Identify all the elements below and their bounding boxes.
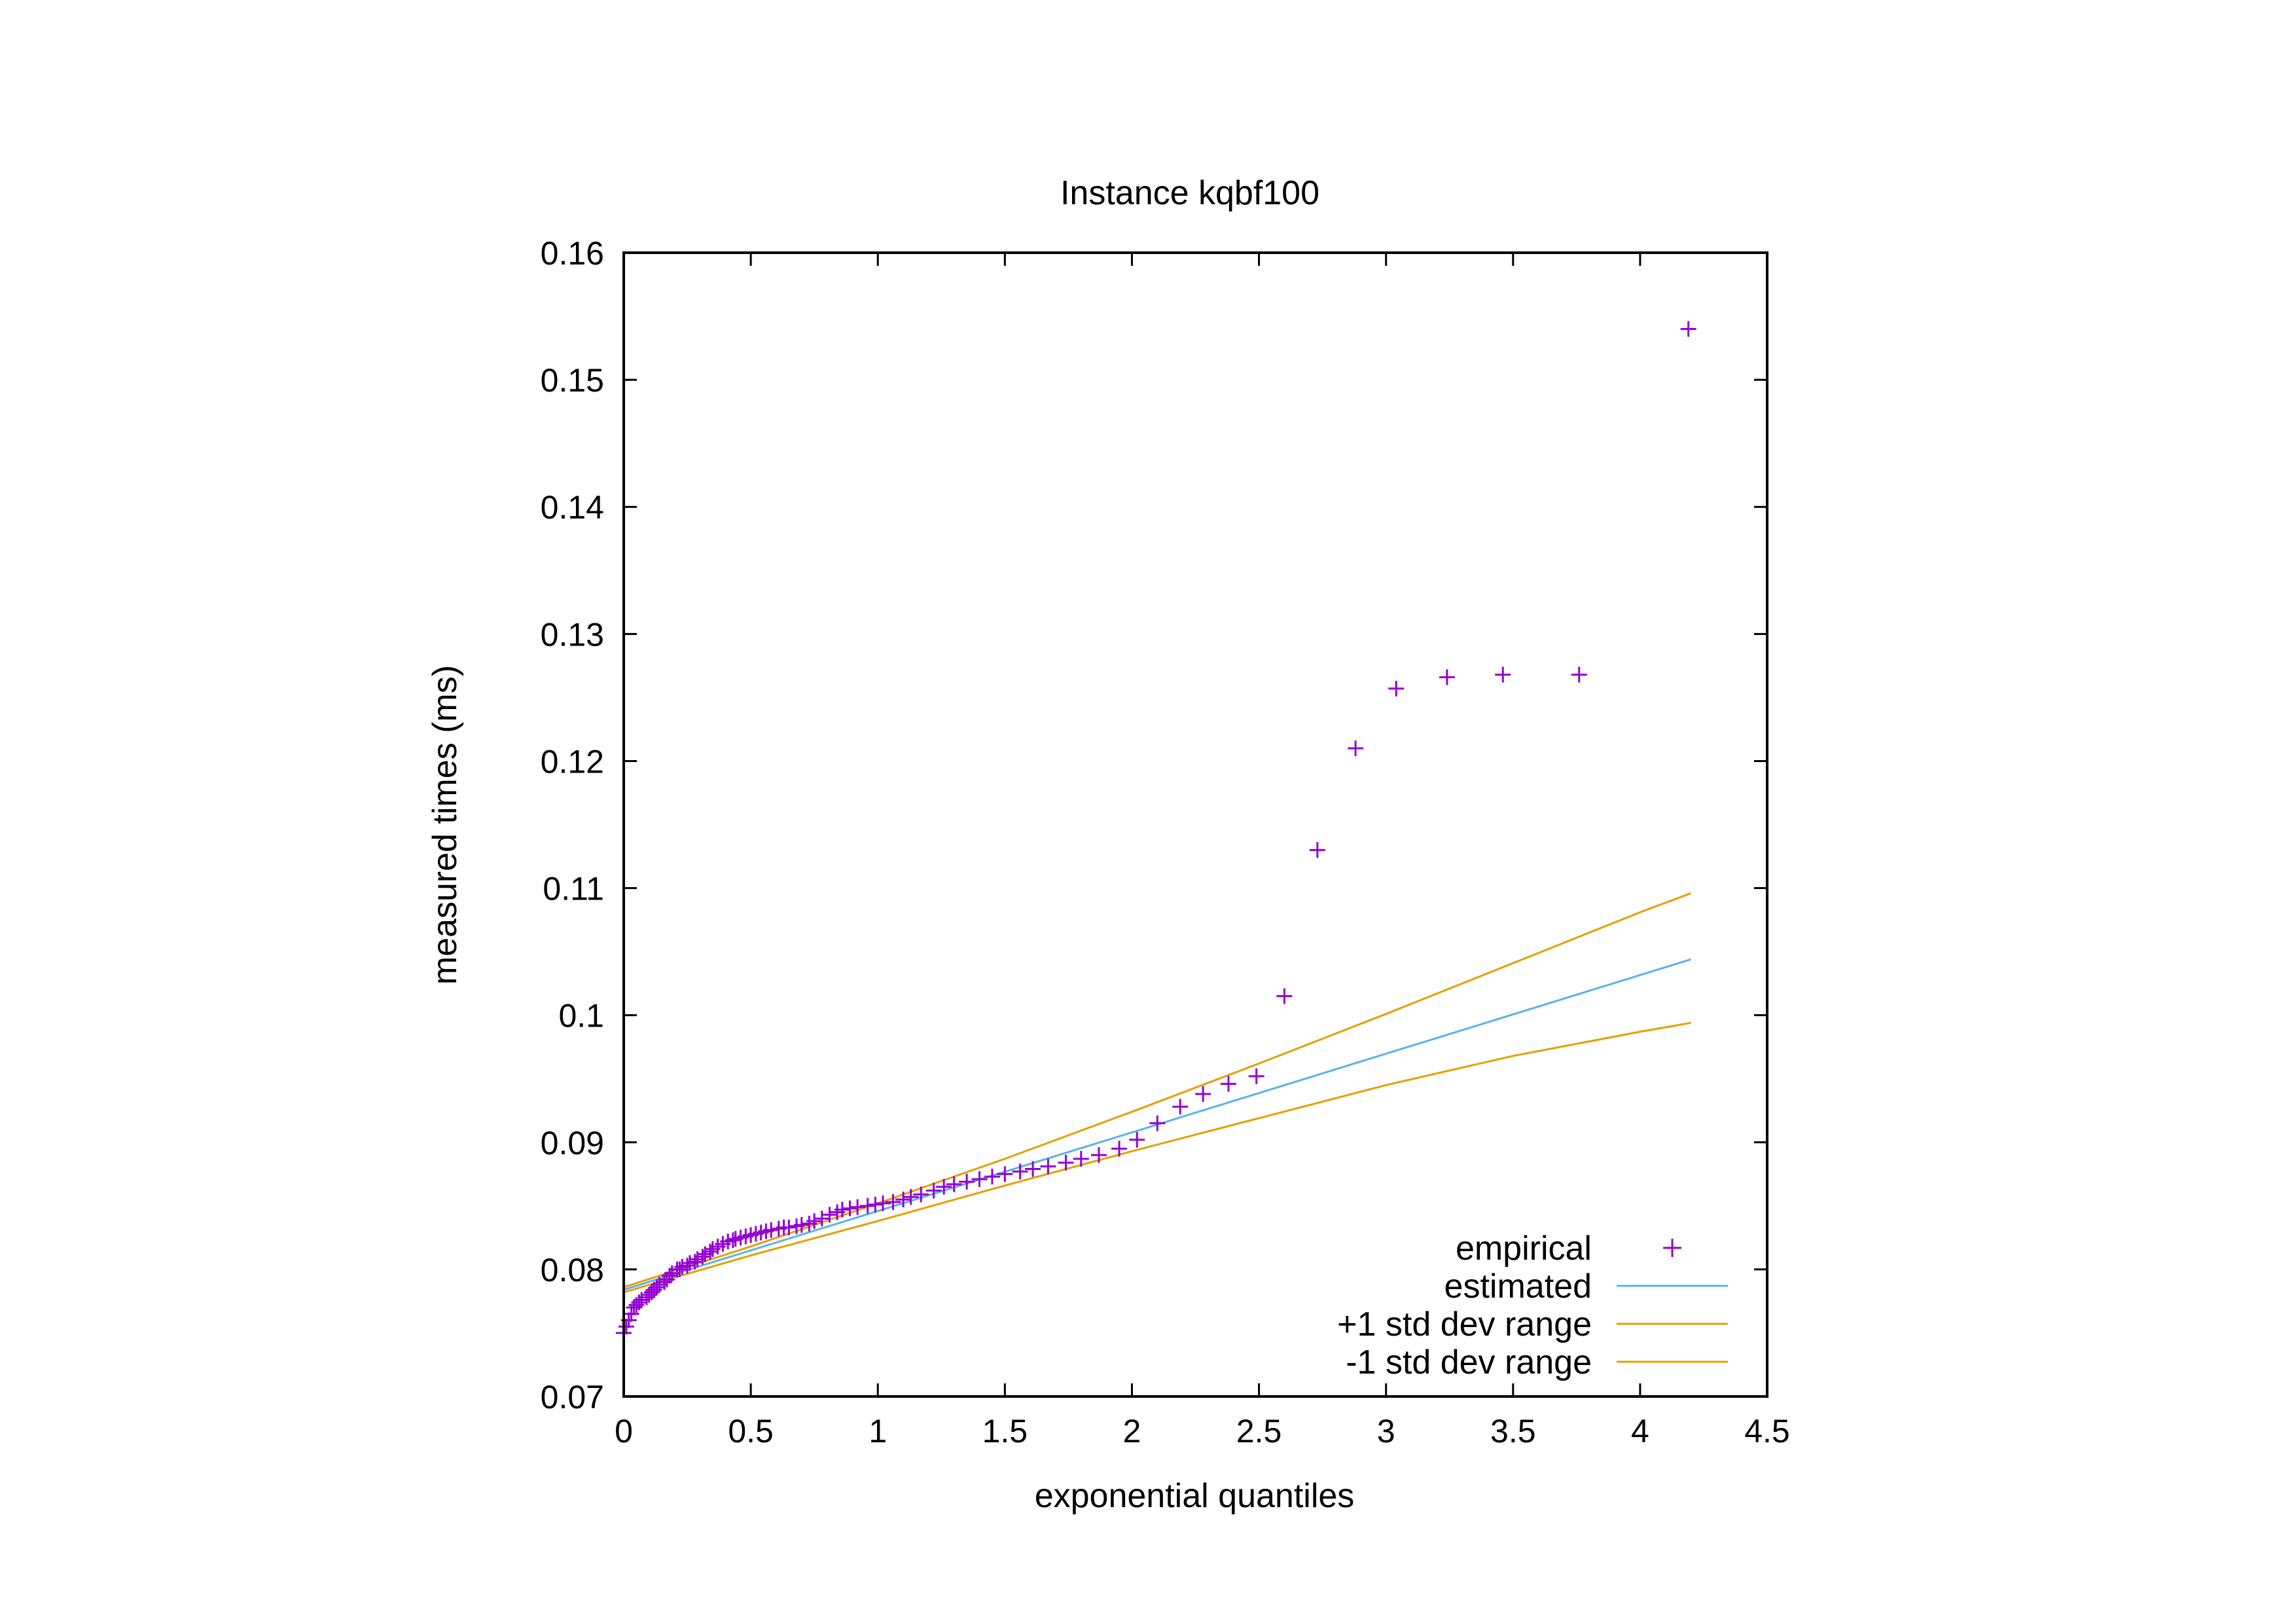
y-tick-label: 0.07	[541, 1379, 604, 1415]
data-point	[859, 1197, 876, 1214]
data-point	[936, 1178, 952, 1195]
data-point	[672, 1261, 688, 1277]
data-point	[1040, 1158, 1056, 1175]
legend-item: +1 std dev range	[1337, 1305, 1728, 1343]
x-axis-title: exponential quantiles	[1035, 1477, 1355, 1515]
data-point	[946, 1176, 962, 1192]
data-point	[971, 1171, 988, 1188]
data-point	[821, 1207, 838, 1223]
x-tick-label: 0.5	[728, 1413, 774, 1450]
data-point	[997, 1166, 1013, 1182]
data-point	[763, 1222, 780, 1238]
data-point	[623, 1305, 639, 1322]
data-point	[1025, 1161, 1041, 1177]
data-point	[834, 1201, 850, 1218]
chart-title: Instance kqbf100	[1060, 174, 1319, 212]
data-point	[1348, 740, 1364, 757]
data-point	[1495, 666, 1511, 683]
data-point	[850, 1199, 866, 1215]
data-point	[1090, 1147, 1107, 1163]
data-point	[1220, 1076, 1236, 1092]
x-tick-label: 2	[1123, 1413, 1141, 1450]
data-point	[1680, 321, 1696, 337]
ticks-layer: 0 0.5 1 1.5 2 2.5 3 3.5 4 4.5 0.07 0.08 0.09 0.1 0.11 0…	[541, 235, 1790, 1450]
data-point	[806, 1213, 823, 1230]
y-tick-label: 0.11	[543, 871, 604, 907]
data-point	[661, 1267, 677, 1284]
data-point	[1571, 666, 1587, 683]
data-point	[959, 1173, 975, 1190]
data-point	[1129, 1131, 1145, 1148]
y-tick-label: 0.16	[541, 235, 604, 272]
data-point	[1058, 1154, 1074, 1171]
x-tick-label: 1	[869, 1413, 887, 1450]
data-point	[1248, 1068, 1265, 1084]
x-tick-label: 4	[1631, 1413, 1649, 1450]
data-point	[618, 1319, 634, 1335]
y-tick-label: 0.08	[541, 1252, 604, 1288]
data-point	[1439, 669, 1455, 685]
data-point	[984, 1169, 1000, 1185]
legend-item: empirical	[1456, 1230, 1681, 1267]
data-point	[1195, 1086, 1211, 1103]
x-tick-label: 0	[615, 1413, 633, 1450]
y-tick-label: 0.13	[541, 616, 604, 653]
data-point	[1149, 1115, 1166, 1131]
data-point	[1111, 1140, 1128, 1157]
data-point	[925, 1182, 942, 1199]
data-point	[1012, 1163, 1028, 1180]
data-point	[885, 1194, 901, 1211]
data-point	[867, 1196, 884, 1213]
data-point	[814, 1211, 830, 1227]
y-axis-title: measured times (ms)	[426, 665, 464, 985]
points-layer	[616, 321, 1696, 1341]
data-point	[725, 1232, 741, 1249]
y-tick-label: 0.09	[541, 1125, 604, 1161]
data-point	[793, 1216, 810, 1233]
x-tick-label: 3	[1377, 1413, 1395, 1450]
y-tick-label: 0.1	[558, 998, 604, 1034]
data-point	[1388, 680, 1405, 697]
data-point	[903, 1189, 919, 1205]
data-point	[781, 1219, 797, 1235]
data-point	[1276, 988, 1293, 1004]
data-point	[1172, 1099, 1189, 1115]
data-point	[679, 1258, 696, 1274]
data-point	[842, 1200, 858, 1216]
x-tick-label: 4.5	[1744, 1413, 1790, 1450]
series-line	[623, 1021, 1691, 1294]
x-tick-label: 1.5	[982, 1413, 1028, 1450]
y-axis-title-group: measured times (ms)	[426, 665, 464, 985]
legend-label: -1 std dev range	[1346, 1343, 1592, 1381]
y-tick-label: 0.12	[541, 743, 604, 780]
legend-item: -1 std dev range	[1346, 1343, 1728, 1381]
y-tick-label: 0.14	[541, 489, 604, 526]
legend-label: estimated	[1444, 1267, 1592, 1305]
legend-item: estimated	[1444, 1267, 1728, 1305]
x-tick-label: 3.5	[1490, 1413, 1536, 1450]
data-point	[1309, 842, 1325, 858]
legend-label: +1 std dev range	[1337, 1305, 1592, 1343]
data-point	[1073, 1151, 1089, 1167]
x-tick-label: 2.5	[1236, 1413, 1282, 1450]
data-point	[874, 1195, 891, 1211]
legend-label: empirical	[1456, 1230, 1592, 1267]
plot-frame	[622, 251, 1768, 1398]
y-tick-label: 0.15	[541, 362, 604, 399]
data-point	[913, 1186, 929, 1203]
data-point	[895, 1192, 912, 1208]
